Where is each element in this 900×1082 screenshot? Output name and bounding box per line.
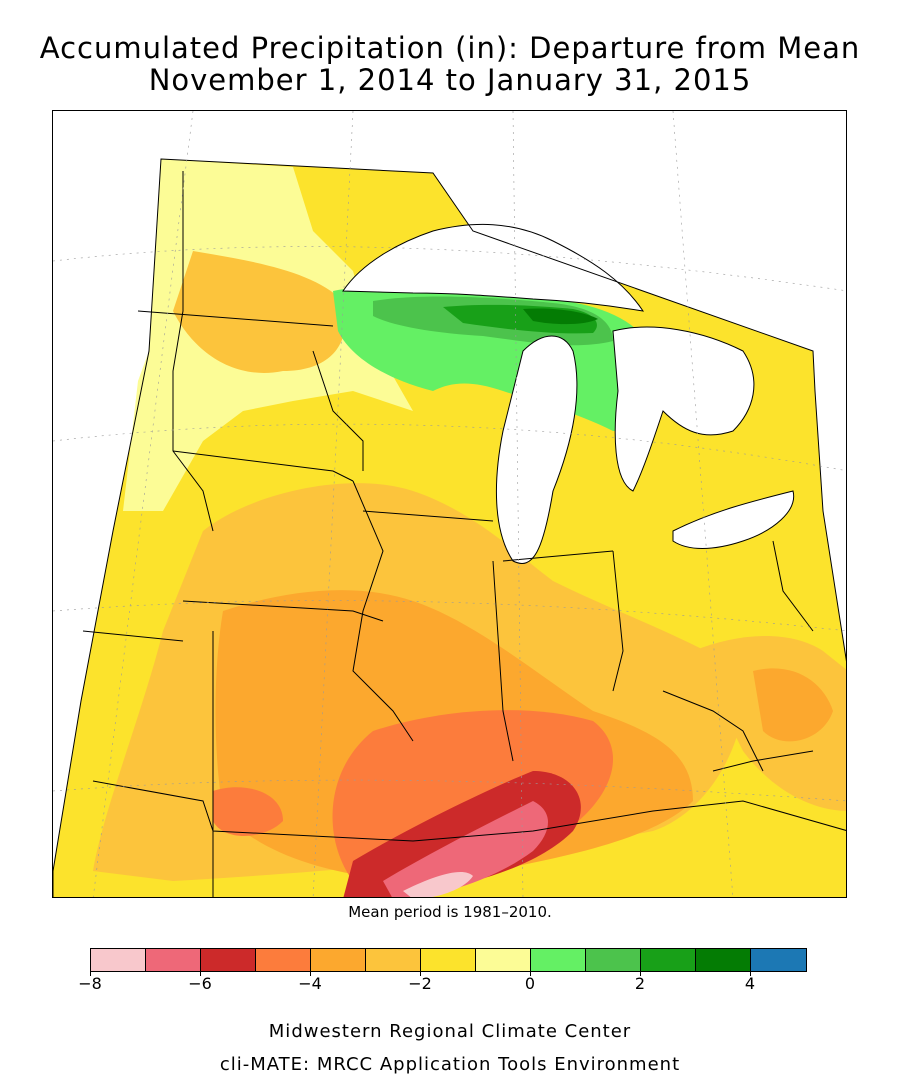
legend-swatch	[91, 949, 146, 971]
band-minus4-ohio	[753, 668, 833, 742]
legend-swatch	[256, 949, 311, 971]
legend-tick-label: 2	[634, 974, 646, 993]
legend-tick-label: −4	[298, 974, 322, 993]
legend-swatch	[751, 949, 806, 971]
lake-michigan	[495, 335, 578, 564]
footer-organization: Midwestern Regional Climate Center	[268, 1021, 632, 1042]
legend-tick-mark	[200, 970, 201, 976]
legend-swatch	[201, 949, 256, 971]
legend-swatch	[586, 949, 641, 971]
legend-swatch	[531, 949, 586, 971]
legend-tick-mark	[530, 970, 531, 976]
footer-tool-name: cli-MATE: MRCC Application Tools Environ…	[219, 1054, 681, 1075]
band-plus3-4	[523, 308, 598, 325]
color-legend: −8 −6 −4 −2 0 2 4	[78, 948, 807, 993]
legend-tick-mark	[750, 970, 751, 976]
legend-tick-label: −8	[78, 974, 102, 993]
legend-swatch	[476, 949, 531, 971]
lake-superior	[342, 223, 645, 312]
legend-swatch	[366, 949, 421, 971]
region-outline	[53, 158, 846, 897]
map-title: Accumulated Precipitation (in): Departur…	[39, 31, 861, 65]
band-minus5-westpatch	[213, 787, 283, 836]
legend-tick-mark	[310, 970, 311, 976]
state-borders	[82, 171, 846, 897]
graticule	[53, 111, 846, 897]
legend-tick-label: 0	[524, 974, 536, 993]
legend-swatch	[696, 949, 751, 971]
band-minus6	[343, 771, 581, 897]
mean-period-note: Mean period is 1981–2010.	[348, 903, 552, 921]
lake-huron	[612, 326, 755, 492]
legend-swatch	[146, 949, 201, 971]
legend-swatch	[311, 949, 366, 971]
band-minus7	[383, 801, 548, 897]
band-minus3-west	[173, 251, 346, 373]
precipitation-departure-map	[53, 111, 846, 897]
legend-tick-label: −2	[408, 974, 432, 993]
legend-tick-label: 4	[744, 974, 756, 993]
lake-erie	[672, 490, 795, 549]
map-panel	[52, 110, 847, 898]
legend-color-bar	[90, 948, 807, 972]
legend-swatch	[641, 949, 696, 971]
legend-tick-label: −6	[188, 974, 212, 993]
band-minus8	[403, 872, 473, 897]
map-date-range: November 1, 2014 to January 31, 2015	[148, 63, 752, 97]
legend-tick-mark	[640, 970, 641, 976]
legend-swatch	[421, 949, 476, 971]
legend-tick-mark	[420, 970, 421, 976]
legend-tick-mark	[90, 970, 91, 976]
